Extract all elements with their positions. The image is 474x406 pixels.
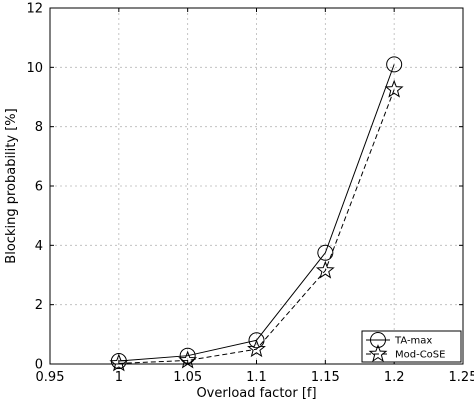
star-marker [315, 260, 335, 279]
series-line [118, 89, 395, 364]
legend-label: TA-max [394, 336, 432, 347]
x-tick-label: 1.05 [173, 370, 202, 385]
grid [50, 8, 463, 364]
y-tick-label: 2 [35, 298, 43, 313]
circle-marker [370, 332, 386, 348]
y-tick-label: 12 [26, 2, 43, 17]
circle-marker [248, 332, 265, 349]
y-tick-label: 4 [35, 239, 43, 254]
circle-marker [386, 56, 403, 73]
y-tick-label: 0 [35, 358, 43, 373]
x-tick-label: 0.95 [36, 370, 65, 385]
x-tick-label: 1.25 [449, 370, 474, 385]
star-marker [368, 344, 388, 363]
x-axis-title: Overload factor [f] [196, 386, 316, 401]
legend-label: Mod-CoSE [395, 350, 445, 361]
star-marker [384, 79, 404, 98]
star-marker [247, 339, 266, 358]
legend: TA-max Mod-CoSE [361, 330, 462, 363]
y-axis-title: Blocking probability [%] [4, 108, 19, 263]
x-tick-label: 1 [115, 370, 123, 385]
x-tick-label: 1.2 [384, 370, 405, 385]
circle-marker [317, 244, 334, 261]
series-layer [109, 56, 404, 372]
ticks: 0.95 1 1.05 1.1 1.15 1.2 1.25 0 2 4 6 8 10 12 [26, 2, 474, 386]
y-tick-label: 8 [35, 120, 43, 135]
x-tick-label: 1.1 [246, 370, 267, 385]
x-tick-label: 1.15 [311, 370, 340, 385]
y-tick-label: 6 [35, 180, 43, 195]
star-marker [109, 353, 129, 372]
y-tick-label: 10 [26, 61, 43, 76]
